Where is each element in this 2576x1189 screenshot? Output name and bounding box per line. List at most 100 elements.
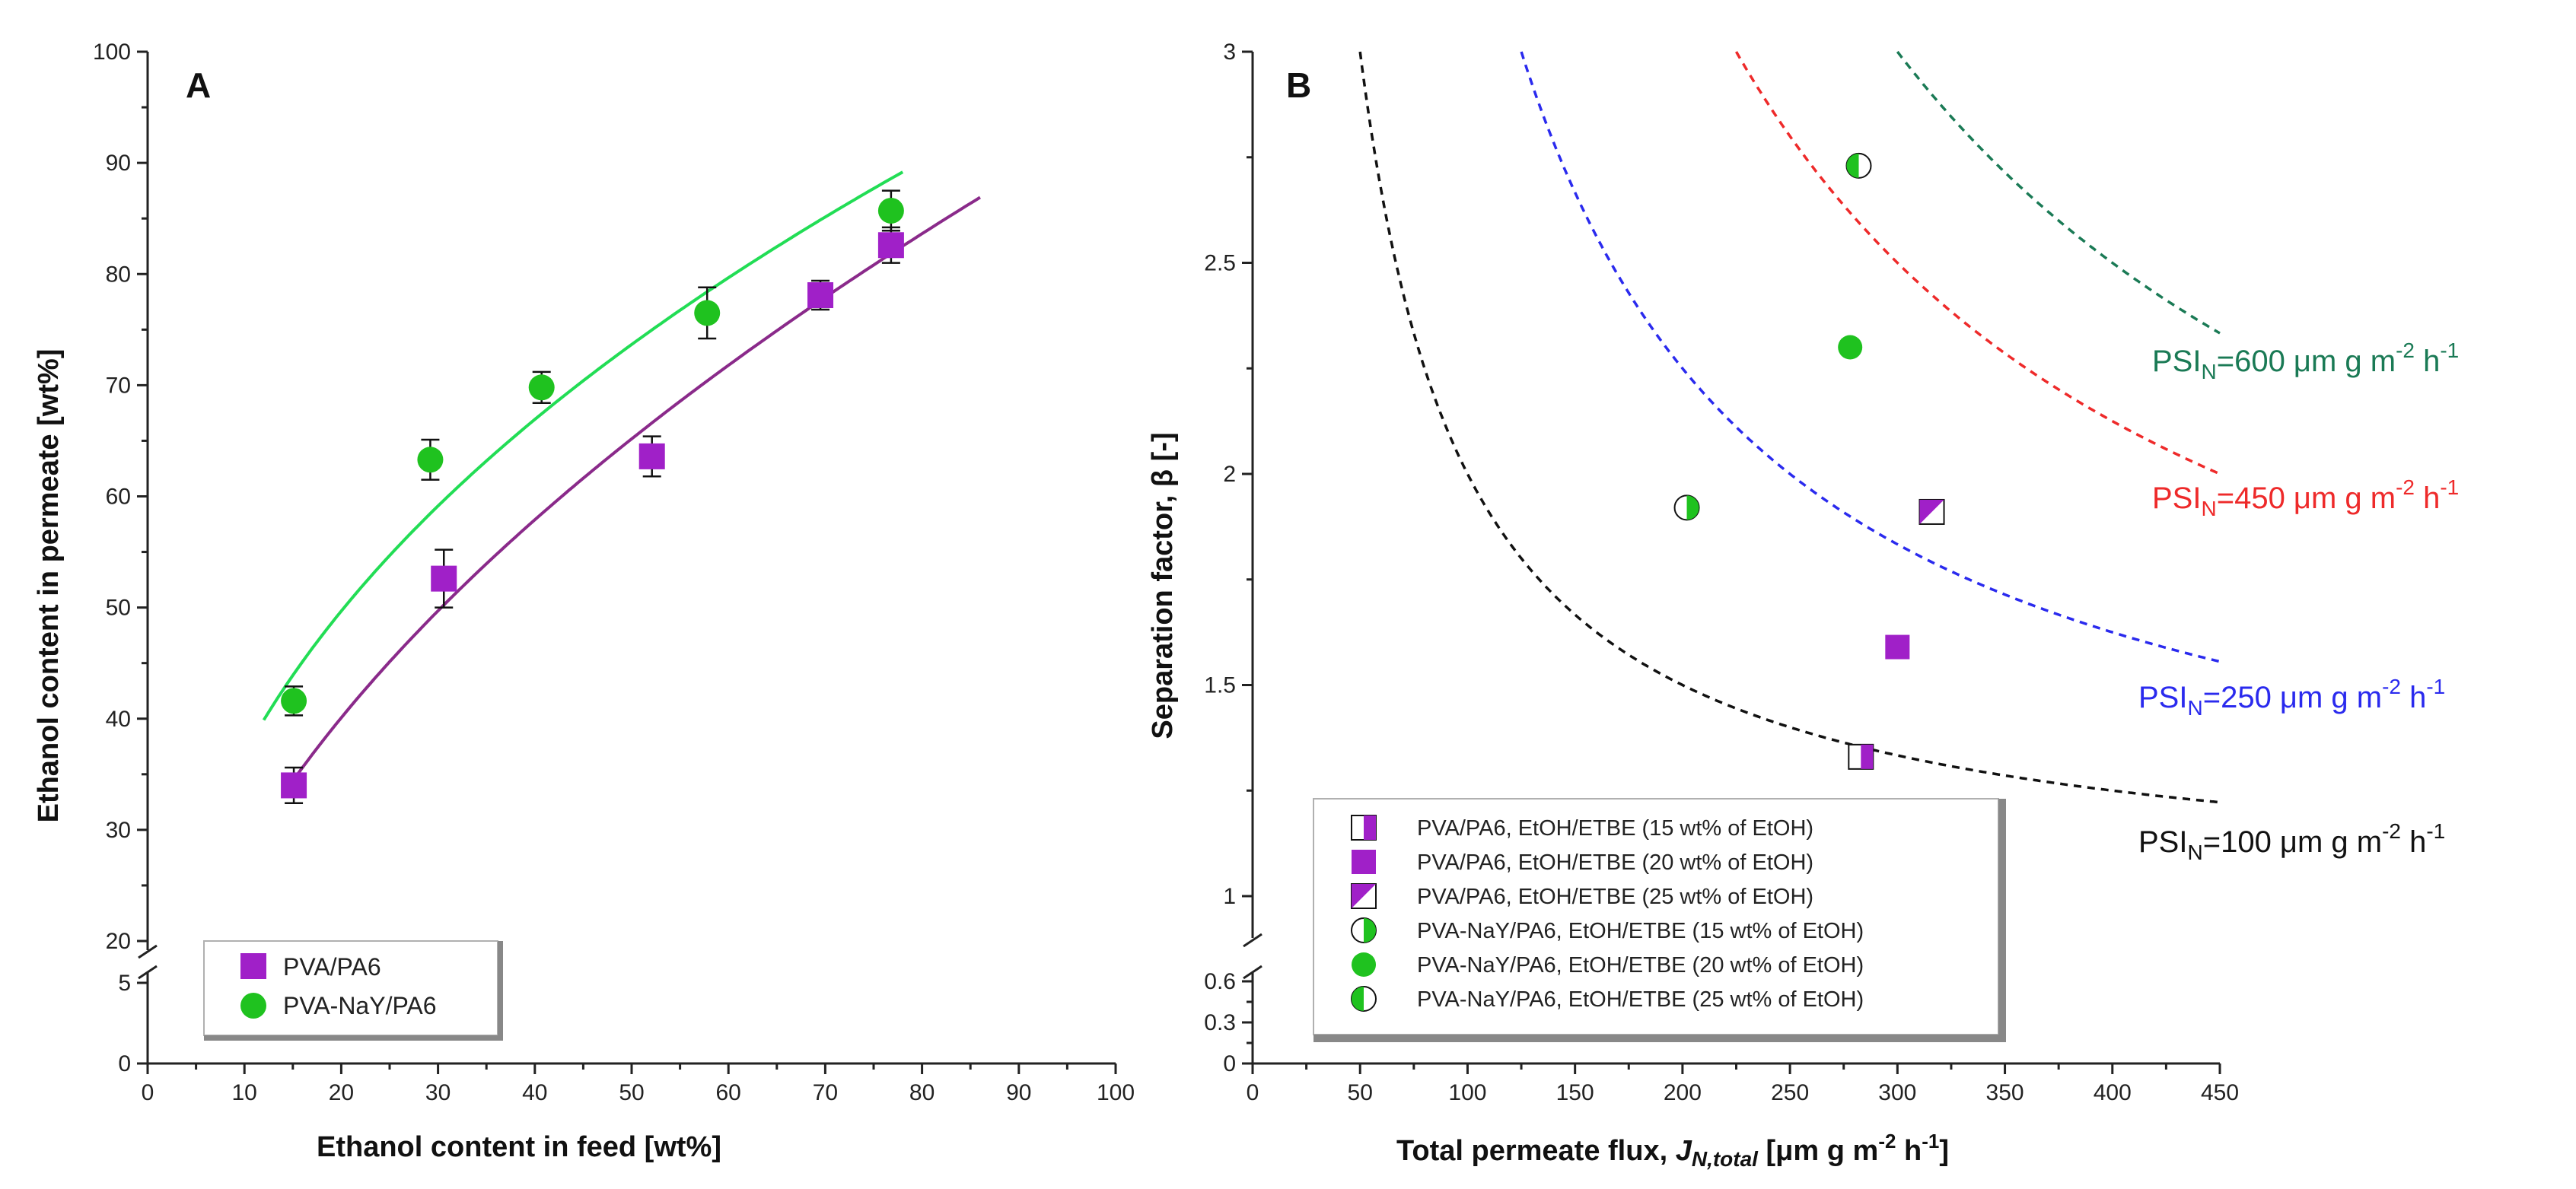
legend-a-label-pva-nay: PVA-NaY/PA6: [283, 992, 437, 1019]
a-x-tick-label: 40: [522, 1080, 547, 1105]
b-psi-curve-250: [1520, 51, 2221, 663]
panel-b-legend: PVA/PA6, EtOH/ETBE (15 wt% of EtOH) PVA/P…: [1313, 798, 2006, 1042]
b-psi-label-part: PSI: [2152, 345, 2201, 378]
b-psi-label-part: PSI: [2152, 482, 2201, 515]
b-legend-marker-1-fill: [1352, 850, 1376, 874]
a-x-tick-label: 80: [909, 1080, 935, 1105]
b-y-tick-label: 2.5: [1204, 251, 1236, 276]
b-psi-curve-100: [1358, 51, 2221, 804]
b-x-tick-label: 450: [2201, 1080, 2239, 1105]
a-point-pva: [281, 772, 307, 799]
b-point-3-half: [1686, 495, 1699, 520]
b-legend-marker-5: [1351, 986, 1377, 1012]
a-y-tick-label: 60: [106, 485, 131, 510]
b-psi-label-part: -1: [2426, 675, 2445, 698]
b-legend-label-5: PVA-NaY/PA6, EtOH/ETBE (25 wt% of EtOH): [1417, 987, 1864, 1012]
b-psi-curve-600: [1896, 50, 2221, 335]
b-x-tick-label: 50: [1348, 1080, 1373, 1105]
b-point-5-half: [1846, 153, 1859, 178]
b-x-tick-label: 300: [1878, 1080, 1916, 1105]
b-point-5: [1845, 152, 1872, 179]
b-point-0: [1848, 743, 1874, 770]
b-point-2-half: [1919, 499, 1944, 524]
b-psi-label-part: -2: [2382, 675, 2401, 698]
b-y-tick-label: 0.6: [1204, 969, 1236, 994]
b-psi-label-part: -1: [2440, 475, 2459, 499]
b-psi-label-part: h: [2415, 345, 2440, 378]
b-psi-label-part: h: [2401, 825, 2426, 859]
b-psi-label-0: PSIN=600 μm g m-2 h-1: [2152, 339, 2459, 383]
legend-a-marker-pva-nay: [240, 993, 266, 1019]
b-point-1-fill: [1885, 634, 1910, 660]
b-y-break-mark: [1243, 965, 1263, 980]
panel-a-label: A: [186, 65, 211, 105]
b-legend-label-4: PVA-NaY/PA6, EtOH/ETBE (20 wt% of EtOH): [1417, 953, 1864, 978]
b-legend-marker-0: [1351, 815, 1377, 841]
b-psi-label-part: h: [2415, 482, 2440, 515]
a-point-pva-nay: [877, 197, 904, 224]
b-psi-label-part: =100 μm g m: [2203, 825, 2382, 859]
b-psi-label-part: N: [2201, 497, 2216, 520]
b-x-tick-label: 150: [1556, 1080, 1594, 1105]
b-legend-marker-3-half: [1364, 918, 1376, 943]
a-x-tick-label: 60: [716, 1080, 741, 1105]
b-x-tick-label: 400: [2094, 1080, 2132, 1105]
b-y-tick-label: 2: [1223, 462, 1236, 487]
b-psi-label-part: N: [2187, 696, 2202, 720]
a-y-tick-label: 50: [106, 596, 131, 621]
a-point-pva-nay: [528, 374, 555, 401]
a-point-pva: [807, 282, 834, 309]
a-y-tick-label: 20: [106, 929, 131, 954]
b-psi-label-part: =250 μm g m: [2203, 681, 2382, 714]
b-point-2: [1918, 498, 1945, 525]
b-x-tick-label: 0: [1247, 1080, 1259, 1105]
panel-b-x-axis-label: Total permeate flux, JN,total [μm g m-2 …: [1396, 1130, 1949, 1171]
a-y-tick-label: 40: [106, 707, 131, 732]
b-legend-label-2: PVA/PA6, EtOH/ETBE (25 wt% of EtOH): [1417, 885, 1813, 909]
b-y-tick-label: 0: [1223, 1051, 1236, 1076]
a-x-tick-label: 70: [813, 1080, 838, 1105]
b-legend-marker-3: [1351, 917, 1377, 943]
b-legend-marker-0-half: [1364, 815, 1376, 840]
a-point-pva-nay: [281, 688, 307, 714]
a-x-tick-label: 10: [232, 1080, 257, 1105]
b-psi-label-part: PSI: [2138, 825, 2187, 859]
b-y-tick-label: 0.3: [1204, 1010, 1236, 1035]
panel-b: 0 50 100 150 200 250 300 350 400 450 0 0.3 0.6 1 1.5 2 2…: [1147, 40, 2459, 1171]
a-x-tick-label: 0: [142, 1080, 154, 1105]
a-y-break-mark: [138, 965, 158, 980]
b-psi-label-part: =600 μm g m: [2217, 345, 2396, 378]
a-point-pva: [431, 565, 457, 592]
a-x-tick-label: 100: [1097, 1080, 1135, 1105]
b-legend-marker-4: [1352, 952, 1376, 977]
b-legend-label-0: PVA/PA6, EtOH/ETBE (15 wt% of EtOH): [1417, 816, 1813, 841]
legend-a-marker-pva: [240, 953, 266, 979]
a-point-pva: [638, 443, 665, 469]
b-legend-marker-2: [1351, 883, 1377, 909]
a-y-tick-label: 80: [106, 262, 131, 287]
b-point-1: [1885, 634, 1910, 660]
b-x-tick-label: 250: [1771, 1080, 1809, 1105]
a-y-break-mark: [138, 944, 158, 959]
b-x-tick-label: 100: [1448, 1080, 1486, 1105]
b-psi-label-2: PSIN=250 μm g m-2 h-1: [2138, 675, 2445, 720]
b-psi-label-part: =450 μm g m: [2217, 482, 2396, 515]
b-y-tick-label: 1.5: [1204, 673, 1236, 698]
a-y-tick-label: 30: [106, 818, 131, 843]
b-point-4-fill: [1838, 335, 1863, 360]
a-fit-curve-pva: [291, 196, 981, 782]
panel-a-legend: PVA/PA6 PVA-NaY/PA6: [203, 940, 503, 1041]
a-x-tick-label: 90: [1006, 1080, 1031, 1105]
legend-a-label-pva: PVA/PA6: [283, 953, 381, 981]
b-psi-label-1: PSIN=450 μm g m-2 h-1: [2152, 475, 2459, 520]
b-y-break-mark: [1243, 933, 1263, 948]
b-y-tick-label: 1: [1223, 884, 1236, 909]
b-psi-label-part: -2: [2396, 475, 2415, 499]
b-psi-label-3: PSIN=100 μm g m-2 h-1: [2138, 819, 2445, 864]
a-y-tick-label: 90: [106, 151, 131, 176]
panel-a-x-axis-label: Ethanol content in feed [wt%]: [317, 1131, 721, 1163]
a-point-pva-nay: [694, 300, 721, 326]
b-psi-label-part: -2: [2382, 819, 2401, 843]
a-y-tick-label: 100: [93, 40, 131, 65]
b-psi-label-part: N: [2201, 360, 2216, 383]
